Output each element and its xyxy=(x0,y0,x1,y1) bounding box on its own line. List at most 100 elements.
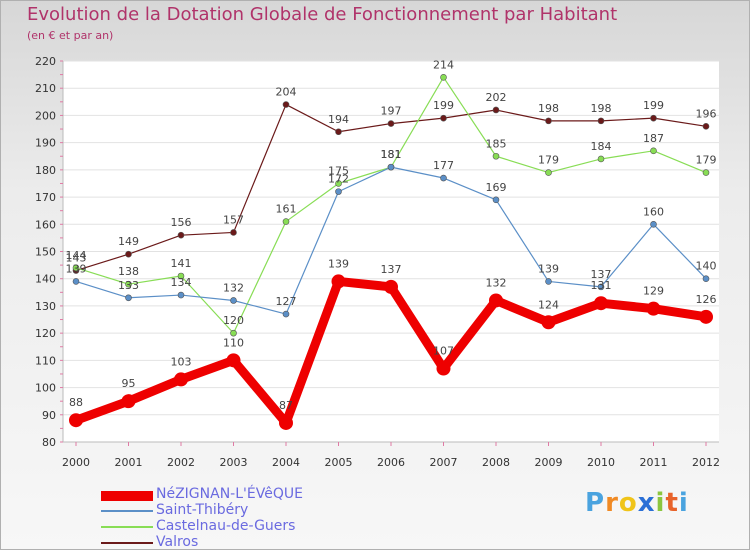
data-label: 88 xyxy=(69,396,83,409)
legend-swatch-castelnau xyxy=(101,526,153,528)
data-label: 110 xyxy=(223,336,244,349)
data-label: 124 xyxy=(538,298,559,311)
data-point xyxy=(335,180,342,187)
data-label: 172 xyxy=(328,173,349,186)
proxiti-logo: Proxiti xyxy=(585,488,689,518)
x-tick-label: 2005 xyxy=(325,456,353,469)
data-label: 198 xyxy=(538,102,559,115)
data-point xyxy=(72,278,80,285)
legend-label-nezignan: NéZIGNAN-L'ÉVêQUE xyxy=(156,486,303,502)
chart-subtitle: (en € et par an) xyxy=(27,29,114,42)
data-point xyxy=(331,274,346,289)
data-label: 87 xyxy=(279,399,293,412)
logo-letter: x xyxy=(637,488,656,518)
data-label: 143 xyxy=(66,252,87,265)
data-point xyxy=(541,315,556,330)
data-label: 126 xyxy=(696,293,717,306)
data-label: 144 xyxy=(66,249,87,262)
data-point xyxy=(702,275,710,283)
data-point xyxy=(699,309,713,324)
data-label: 149 xyxy=(118,235,139,248)
data-label: 161 xyxy=(276,203,297,216)
data-label: 137 xyxy=(381,263,402,276)
data-point xyxy=(597,283,605,291)
data-point xyxy=(440,74,447,81)
data-label: 129 xyxy=(643,285,664,298)
x-tick-label: 2011 xyxy=(640,456,668,469)
data-label: 103 xyxy=(171,355,192,368)
y-tick-label: 220 xyxy=(35,55,56,68)
legend-label-valros: Valros xyxy=(156,534,199,550)
data-label: 138 xyxy=(118,265,139,278)
data-label: 198 xyxy=(591,102,612,115)
data-label: 120 xyxy=(223,314,244,327)
data-label: 140 xyxy=(696,260,717,273)
data-point xyxy=(597,155,605,163)
data-label: 156 xyxy=(171,216,192,229)
data-point xyxy=(646,301,661,316)
data-point xyxy=(230,229,237,236)
legend-swatch-saint-thibery xyxy=(101,510,153,512)
y-tick-label: 200 xyxy=(35,109,56,122)
legend-label-castelnau: Castelnau-de-Guers xyxy=(156,518,296,534)
data-label: 175 xyxy=(328,164,349,177)
data-label: 139 xyxy=(66,262,87,275)
data-label: 137 xyxy=(591,268,612,281)
chart-title: Evolution de la Dotation Globale de Fonc… xyxy=(27,4,618,25)
data-label: 131 xyxy=(591,279,612,292)
data-label: 160 xyxy=(643,205,664,218)
data-point xyxy=(177,272,185,280)
logo-letter: t xyxy=(665,488,679,518)
data-label: 139 xyxy=(328,257,349,270)
data-label: 181 xyxy=(381,148,402,161)
data-label: 139 xyxy=(538,262,559,275)
data-point xyxy=(177,291,185,299)
data-point xyxy=(489,293,503,308)
data-point xyxy=(177,231,185,239)
x-tick-label: 2003 xyxy=(220,456,248,469)
data-label: 187 xyxy=(643,132,664,145)
legend-swatch-valros xyxy=(101,542,153,544)
data-label: 127 xyxy=(276,295,297,308)
data-point xyxy=(440,174,447,182)
data-point xyxy=(335,128,342,136)
data-label: 141 xyxy=(171,257,192,270)
data-point xyxy=(650,147,657,155)
data-point xyxy=(650,220,657,228)
data-label: 199 xyxy=(433,99,454,112)
data-point xyxy=(282,101,290,108)
logo-letter: o xyxy=(618,488,638,518)
x-tick-label: 2002 xyxy=(167,456,195,469)
data-label: 133 xyxy=(118,279,139,292)
data-point xyxy=(650,114,657,122)
data-point xyxy=(125,250,132,258)
data-point xyxy=(387,163,395,171)
data-point xyxy=(597,117,605,125)
x-tick-label: 2008 xyxy=(482,456,510,469)
data-label: 181 xyxy=(381,148,402,161)
data-point xyxy=(230,329,237,337)
data-point xyxy=(335,188,342,195)
data-point xyxy=(440,114,447,122)
data-point xyxy=(125,294,132,302)
y-tick-label: 170 xyxy=(35,191,56,204)
data-point xyxy=(121,394,136,409)
logo-letter: r xyxy=(605,488,619,518)
data-point xyxy=(594,296,608,311)
y-tick-label: 110 xyxy=(35,354,56,367)
x-tick-label: 2012 xyxy=(692,456,720,469)
data-point xyxy=(387,120,395,127)
data-point xyxy=(492,196,500,204)
data-label: 184 xyxy=(591,140,612,153)
y-tick-label: 80 xyxy=(42,436,56,449)
data-label: 107 xyxy=(433,345,454,358)
legend-swatch-nezignan xyxy=(101,491,153,501)
data-point xyxy=(125,280,132,288)
data-point xyxy=(230,297,237,304)
data-label: 199 xyxy=(643,99,664,112)
data-point xyxy=(279,415,293,430)
y-tick-label: 90 xyxy=(42,409,56,422)
data-point xyxy=(545,117,552,125)
data-label: 179 xyxy=(696,154,717,167)
